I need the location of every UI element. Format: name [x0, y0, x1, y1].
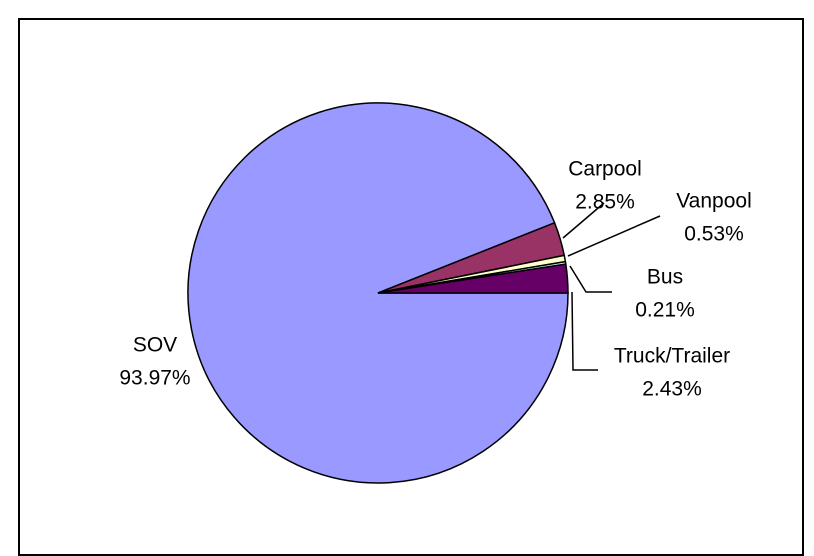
- slice-value-label: 93.97%: [119, 367, 190, 390]
- slice-label: SOV: [133, 334, 177, 357]
- slice-label: Vanpool: [676, 190, 752, 213]
- slice-value-label: 0.53%: [684, 223, 744, 246]
- leader-line: [567, 215, 661, 257]
- slice-value-label: 2.85%: [575, 191, 635, 214]
- leader-line: [571, 291, 598, 371]
- leader-line: [562, 202, 605, 239]
- slice-label: Carpool: [568, 158, 642, 181]
- slice-label: Bus: [647, 266, 683, 289]
- pie-slice: [377, 263, 569, 294]
- slice-value-label: 0.21%: [635, 299, 695, 322]
- slice-value-label: 2.43%: [642, 378, 702, 401]
- slice-label: Truck/Trailer: [614, 345, 730, 368]
- leader-line: [569, 265, 612, 293]
